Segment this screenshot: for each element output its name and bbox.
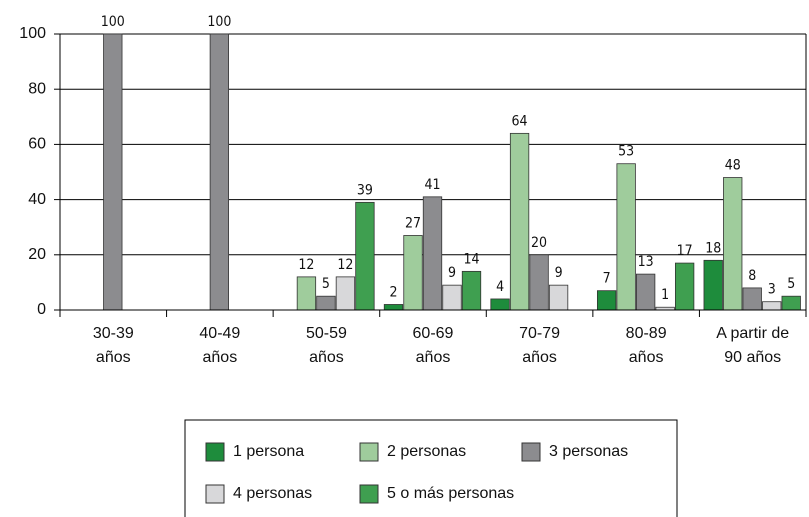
value-label: 20 (531, 235, 547, 251)
value-label: 5 (787, 276, 795, 292)
x-tick-label: años (629, 349, 664, 366)
y-tick-label: 40 (28, 191, 46, 208)
legend-label: 1 persona (233, 443, 304, 460)
value-label: 13 (638, 254, 654, 270)
legend-swatch (359, 484, 379, 504)
x-tick-label: 50-59 (306, 325, 347, 342)
y-tick-label: 60 (28, 136, 46, 153)
value-label: 12 (298, 257, 314, 273)
bar (703, 259, 723, 311)
bar (103, 33, 123, 311)
value-label: 8 (748, 268, 756, 284)
bar (616, 163, 636, 311)
legend-label: 3 personas (549, 443, 628, 460)
bar (296, 276, 317, 311)
y-tick-label: 20 (28, 246, 46, 263)
value-label: 48 (725, 158, 741, 174)
bar (461, 270, 482, 311)
legend-box (184, 419, 678, 517)
bar (490, 298, 510, 311)
x-tick-label: años (416, 349, 451, 366)
bar (635, 273, 656, 311)
bar (762, 301, 782, 311)
legend-label: 2 personas (387, 443, 466, 460)
x-tick-label: 30-39 (93, 325, 134, 342)
bar (742, 287, 762, 311)
legend-swatch (521, 442, 541, 462)
bar (723, 177, 743, 311)
value-label: 9 (555, 265, 563, 281)
bar (674, 262, 695, 311)
bar (596, 290, 617, 311)
value-label: 2 (389, 284, 397, 300)
value-label: 1 (661, 287, 669, 303)
x-tick-label: años (96, 349, 131, 366)
x-tick-label: 80-89 (626, 325, 667, 342)
x-tick-label: 40-49 (199, 325, 240, 342)
bar (316, 295, 336, 311)
value-label: 64 (512, 113, 528, 129)
bar (781, 295, 801, 311)
value-label: 4 (496, 279, 504, 295)
value-label: 39 (357, 182, 373, 198)
bar (548, 284, 569, 311)
value-label: 7 (603, 271, 611, 287)
legend-swatch (205, 442, 225, 462)
value-label: 18 (705, 240, 721, 256)
value-label: 9 (448, 265, 456, 281)
y-tick-label: 100 (19, 25, 46, 42)
bar (442, 284, 462, 311)
value-label: 41 (424, 177, 440, 193)
value-label: 14 (463, 251, 479, 267)
x-tick-label: años (522, 349, 557, 366)
bar (355, 201, 375, 311)
x-tick-label: 60-69 (413, 325, 454, 342)
x-tick-label: A partir de (716, 325, 789, 342)
bar (383, 304, 404, 311)
x-tick-label: años (309, 349, 344, 366)
value-label: 53 (618, 144, 634, 160)
bar (209, 33, 230, 311)
value-label: 3 (768, 282, 776, 298)
legend-swatch (359, 442, 379, 462)
x-tick-label: 70-79 (519, 325, 560, 342)
y-tick-label: 0 (37, 301, 46, 318)
value-label: 100 (101, 14, 125, 30)
value-label: 17 (677, 243, 693, 259)
x-tick-label: 90 años (724, 349, 781, 366)
x-tick-label: años (203, 349, 238, 366)
bar (529, 254, 549, 311)
legend-swatch (205, 484, 225, 504)
value-label: 100 (207, 14, 231, 30)
value-label: 27 (405, 215, 421, 231)
value-label: 12 (337, 257, 353, 273)
value-label: 5 (322, 276, 330, 292)
bar (509, 132, 530, 311)
legend-label: 4 personas (233, 485, 312, 502)
y-tick-label: 80 (28, 80, 46, 97)
bar (422, 196, 443, 311)
bar (335, 276, 356, 311)
bar (403, 235, 423, 311)
legend-label: 5 o más personas (387, 485, 514, 502)
